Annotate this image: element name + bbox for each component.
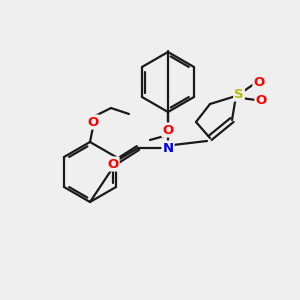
Text: S: S xyxy=(234,88,244,100)
Text: O: O xyxy=(107,158,118,170)
Text: O: O xyxy=(87,116,99,128)
Text: O: O xyxy=(162,124,174,136)
Text: O: O xyxy=(254,76,265,89)
Text: N: N xyxy=(162,142,174,154)
Text: O: O xyxy=(255,94,267,107)
